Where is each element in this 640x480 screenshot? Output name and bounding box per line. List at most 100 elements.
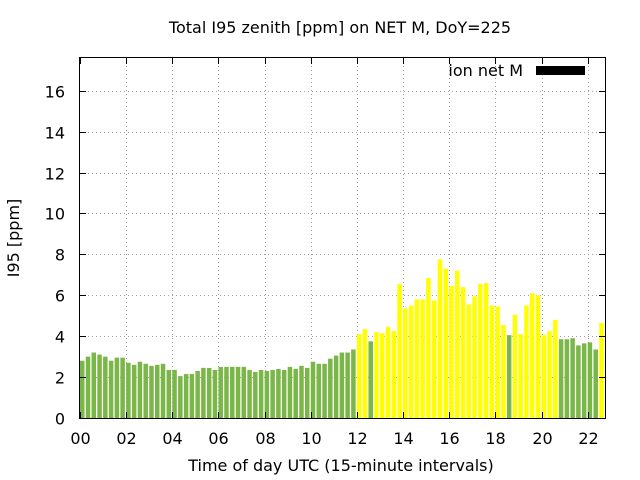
bar — [333, 355, 339, 418]
bar — [160, 363, 166, 418]
bar — [414, 299, 420, 418]
bar — [466, 304, 472, 418]
bar — [460, 287, 466, 418]
bar — [397, 284, 402, 418]
bar — [541, 335, 547, 418]
bar — [506, 335, 512, 418]
bar — [362, 329, 368, 418]
bar — [455, 270, 460, 418]
bar — [258, 369, 264, 418]
bar — [195, 370, 200, 418]
bars — [80, 259, 604, 418]
bar — [587, 342, 593, 418]
bar — [247, 369, 252, 418]
bar — [356, 334, 362, 418]
bar — [108, 360, 114, 418]
x-tick-label: 04 — [162, 429, 182, 448]
bar — [218, 366, 223, 418]
bar — [299, 365, 304, 418]
bar — [166, 369, 172, 418]
bar — [241, 366, 247, 418]
bar — [489, 305, 495, 418]
x-tick-label: 06 — [208, 429, 228, 448]
y-tick-label: 0 — [55, 410, 65, 429]
x-axis-label: Time of day UTC (15-minute intervals) — [187, 456, 494, 475]
bar — [114, 357, 120, 418]
bar — [339, 352, 345, 418]
bar — [478, 284, 483, 418]
bar — [91, 352, 97, 418]
bar — [264, 370, 270, 418]
bar — [155, 364, 160, 418]
chart-title: Total I95 zenith [ppm] on NET M, DoY=225 — [168, 18, 511, 37]
bar — [103, 356, 108, 418]
bar — [328, 358, 333, 418]
bar — [495, 306, 500, 418]
x-tick-label: 22 — [578, 429, 598, 448]
bar — [287, 366, 293, 418]
bar — [374, 332, 379, 418]
bar — [443, 268, 448, 418]
bar — [403, 308, 408, 418]
bar — [501, 324, 506, 418]
bar — [483, 283, 489, 418]
bar — [420, 299, 425, 418]
bar — [230, 366, 235, 418]
bar — [431, 300, 437, 418]
x-tick-label: 08 — [255, 429, 275, 448]
x-tick-label: 00 — [70, 429, 90, 448]
bar — [85, 356, 91, 418]
bar — [212, 369, 218, 418]
x-tick-label: 12 — [347, 429, 367, 448]
bar — [305, 367, 310, 418]
bar — [345, 352, 350, 418]
bar — [270, 369, 275, 418]
legend-swatch — [536, 66, 585, 75]
bar — [126, 362, 131, 418]
bar — [310, 361, 316, 418]
x-tick-label: 14 — [393, 429, 413, 448]
legend-label: ion net M — [448, 61, 523, 80]
bar — [201, 367, 206, 418]
x-tick-label: 18 — [485, 429, 505, 448]
bar — [178, 376, 183, 418]
y-tick-label: 8 — [55, 246, 65, 265]
bar — [137, 361, 143, 418]
x-tick-label: 16 — [439, 429, 459, 448]
y-tick-label: 2 — [55, 369, 65, 388]
bar — [183, 374, 189, 418]
y-axis-label: I95 [ppm] — [4, 199, 23, 278]
bar — [189, 374, 195, 418]
bar — [120, 357, 125, 418]
bar — [564, 339, 570, 418]
bar — [391, 331, 397, 418]
bar — [316, 363, 322, 418]
bar — [530, 293, 535, 418]
bar — [131, 364, 137, 418]
y-tick-label: 4 — [55, 328, 65, 347]
bar — [322, 363, 327, 418]
bar — [235, 366, 241, 418]
bar — [253, 371, 258, 418]
bar — [380, 333, 385, 418]
bar — [472, 296, 477, 418]
bar — [351, 349, 356, 418]
bar — [149, 365, 154, 418]
bar — [224, 366, 229, 418]
bar — [206, 367, 212, 418]
bar — [547, 331, 552, 418]
bar — [593, 349, 598, 418]
y-tick-label: 16 — [45, 83, 65, 102]
bar — [518, 334, 523, 418]
bar — [553, 319, 558, 418]
bar — [576, 345, 581, 418]
bar — [408, 305, 414, 418]
bar — [599, 322, 604, 418]
bar — [97, 354, 102, 418]
bar — [143, 363, 148, 418]
bar — [276, 368, 281, 418]
bar — [426, 277, 431, 418]
bar — [558, 339, 564, 418]
plot-frame — [79, 57, 606, 419]
